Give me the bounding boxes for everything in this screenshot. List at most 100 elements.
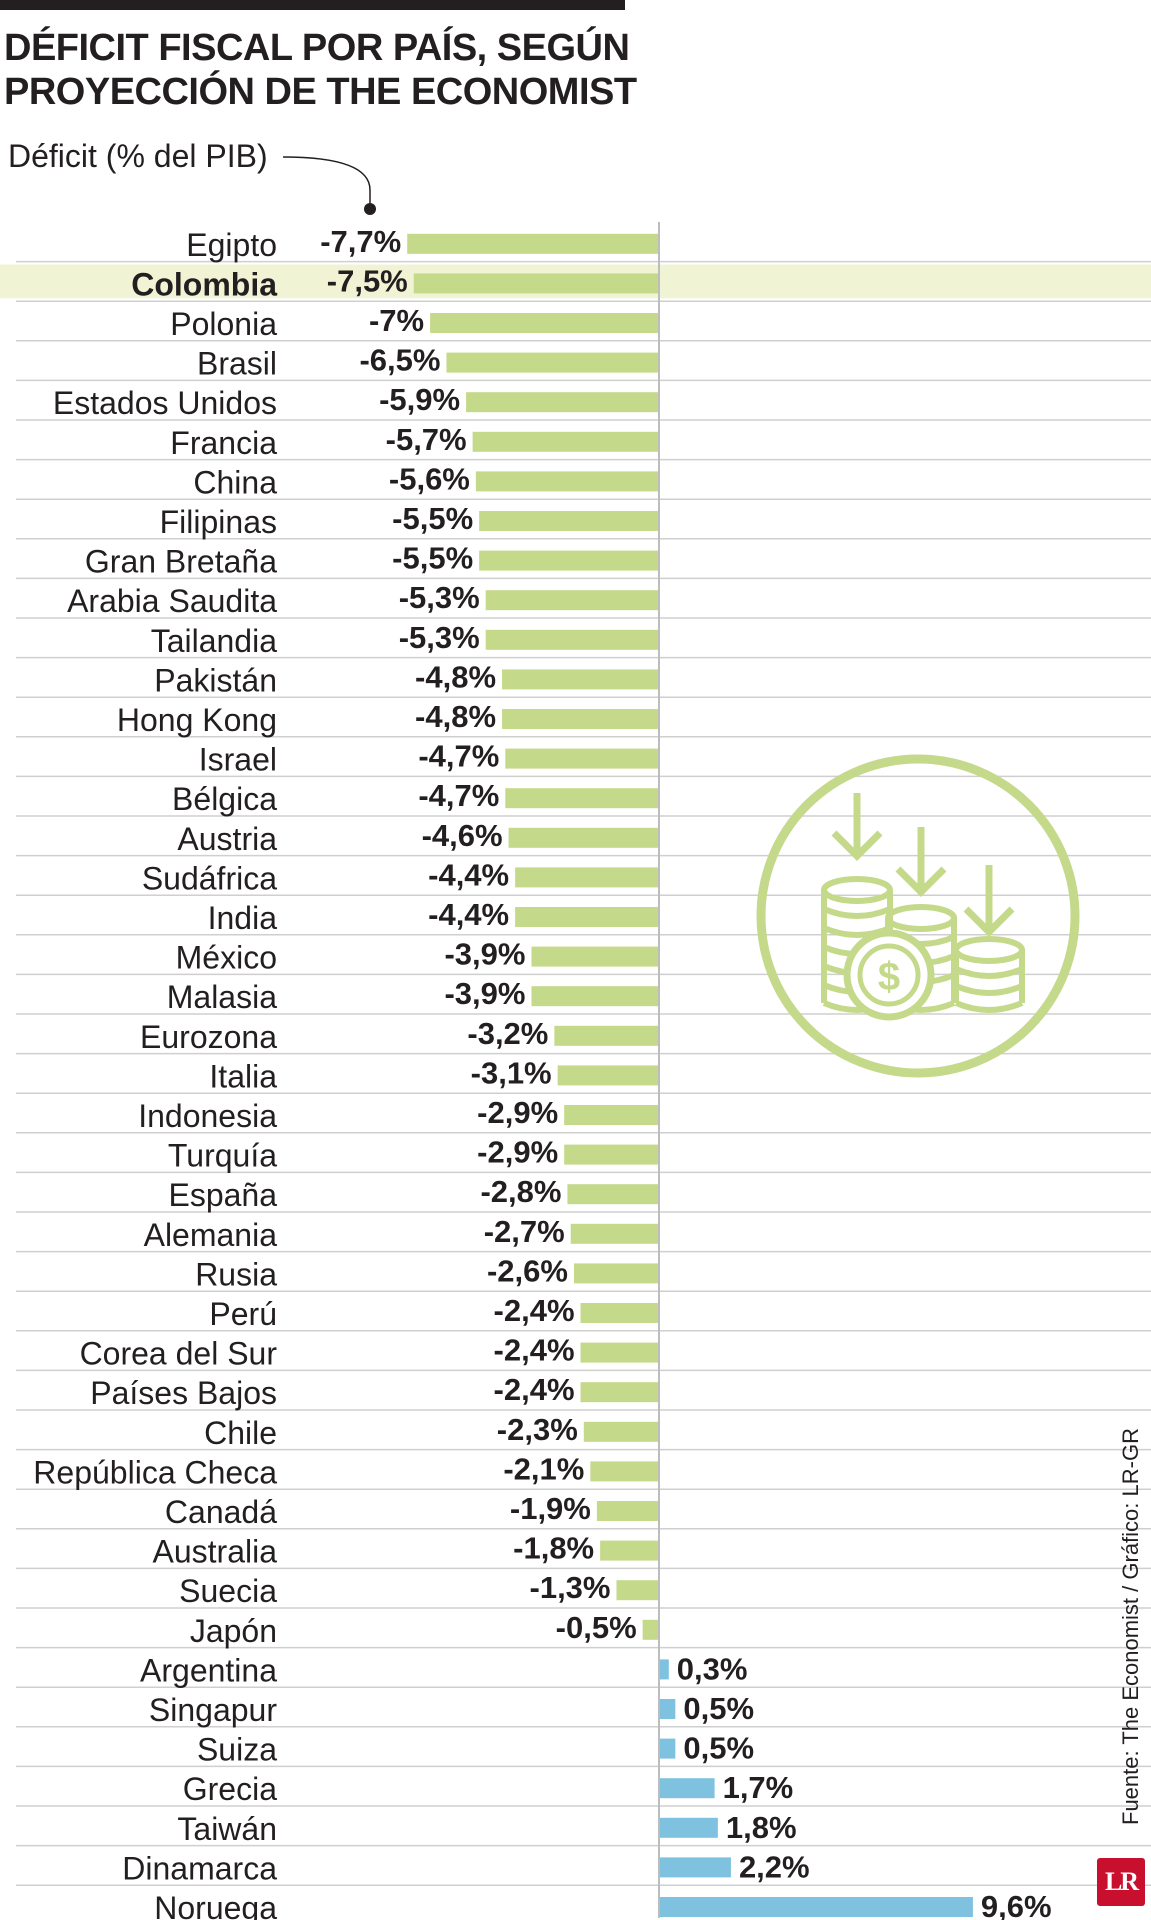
value-label: -2,6% — [487, 1253, 568, 1288]
bar — [580, 1342, 659, 1363]
falling-coins-icon: $ — [756, 754, 1080, 1078]
bar — [564, 1105, 659, 1125]
category-label: India — [208, 900, 278, 936]
category-label: Suiza — [197, 1732, 277, 1768]
category-label: China — [193, 464, 277, 500]
category-label: Filipinas — [160, 504, 277, 540]
category-label: Israel — [199, 742, 277, 778]
value-label: -2,3% — [497, 1412, 578, 1447]
category-label: Francia — [170, 425, 277, 461]
bar — [479, 550, 659, 571]
value-label: -3,9% — [444, 976, 525, 1011]
top-rule — [0, 0, 625, 10]
category-label: Perú — [209, 1296, 277, 1332]
category-label: Colombia — [131, 266, 277, 302]
bar — [515, 867, 659, 888]
category-label: Turquía — [168, 1138, 277, 1174]
value-label: -5,5% — [392, 501, 473, 536]
axis-label: Déficit (% del PIB) — [8, 138, 268, 174]
category-label: Japón — [190, 1613, 277, 1649]
bar — [580, 1382, 659, 1403]
bar — [554, 1025, 659, 1046]
bar — [590, 1461, 659, 1482]
bar — [430, 313, 659, 333]
bar — [505, 788, 659, 809]
category-label: Bélgica — [172, 781, 277, 817]
bar — [531, 986, 659, 1007]
value-label: -7,5% — [327, 263, 408, 298]
down-arrow-icon — [831, 793, 883, 861]
category-label: Indonesia — [138, 1098, 277, 1134]
category-label: Taiwán — [177, 1811, 277, 1847]
category-label: Países Bajos — [90, 1375, 277, 1411]
value-label: -1,9% — [510, 1491, 591, 1526]
category-label: México — [176, 940, 277, 976]
bar — [573, 1263, 659, 1284]
value-label: -0,5% — [556, 1610, 637, 1645]
value-label: -2,4% — [494, 1333, 575, 1368]
down-arrow-icon — [895, 827, 947, 897]
value-label: -5,5% — [392, 541, 473, 576]
bar — [485, 629, 659, 650]
bar — [557, 1065, 659, 1086]
category-label: Sudáfrica — [142, 860, 277, 896]
bar — [580, 1303, 659, 1323]
value-label: -7,7% — [320, 224, 401, 259]
bar — [475, 471, 659, 492]
category-label: Canadá — [165, 1494, 277, 1530]
category-label: Noruega — [154, 1890, 277, 1920]
coin-stack-right-icon — [953, 936, 1025, 1013]
category-label: España — [168, 1177, 277, 1213]
chart-title: DÉFICIT FISCAL POR PAÍS, SEGÚN PROYECCIÓ… — [4, 26, 637, 114]
category-label: Corea del Sur — [80, 1336, 278, 1372]
value-label: 0,5% — [683, 1731, 754, 1766]
value-label: 2,2% — [739, 1849, 810, 1884]
bar — [659, 1699, 676, 1719]
value-label: -3,2% — [467, 1016, 548, 1051]
category-label: Dinamarca — [122, 1850, 277, 1886]
bar — [600, 1540, 659, 1561]
bar — [564, 1144, 659, 1165]
value-label: -5,3% — [399, 620, 480, 655]
icon-circle-ring — [756, 754, 1080, 1078]
value-label: -4,8% — [415, 699, 496, 734]
bar — [515, 907, 659, 927]
value-label: -6,5% — [359, 343, 440, 378]
bar — [502, 669, 659, 690]
bar — [466, 392, 659, 413]
category-label: Alemania — [144, 1217, 278, 1253]
category-label: Egipto — [186, 227, 277, 263]
value-label: -5,9% — [379, 382, 460, 417]
value-label: -1,8% — [513, 1531, 594, 1566]
bar — [642, 1619, 659, 1640]
value-label: -2,1% — [503, 1451, 584, 1486]
value-label: -2,9% — [477, 1135, 558, 1170]
value-label: -5,3% — [399, 580, 480, 615]
bar — [570, 1223, 659, 1244]
value-label: -2,9% — [477, 1095, 558, 1130]
bar — [659, 1857, 731, 1878]
value-label: -4,4% — [428, 857, 509, 892]
row-separators — [16, 260, 1151, 1886]
value-label: -2,4% — [494, 1293, 575, 1328]
bar — [407, 233, 659, 254]
value-label: -4,4% — [428, 897, 509, 932]
title-line-2: PROYECCIÓN DE THE ECONOMIST — [4, 71, 637, 113]
category-label: Rusia — [195, 1256, 277, 1292]
bar — [659, 1778, 715, 1799]
bar — [596, 1501, 659, 1521]
bar — [659, 1659, 669, 1680]
category-label: Argentina — [140, 1652, 277, 1688]
bar — [659, 1738, 676, 1759]
bar — [502, 709, 659, 729]
value-label: -3,9% — [444, 937, 525, 972]
subtitle-leader-dot — [364, 203, 376, 215]
category-label: Austria — [177, 821, 277, 857]
bar — [659, 1817, 718, 1838]
category-label: Grecia — [183, 1771, 277, 1807]
bar — [583, 1421, 659, 1442]
category-label: Singapur — [149, 1692, 277, 1728]
bar — [567, 1184, 659, 1205]
bar — [472, 431, 659, 452]
